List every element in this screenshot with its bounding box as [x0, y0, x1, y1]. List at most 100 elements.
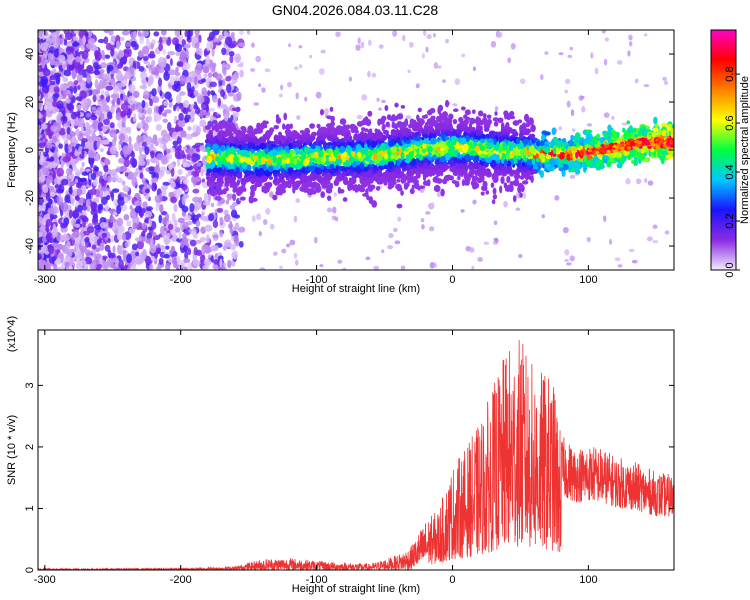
spectrogram-noise-cell: [168, 101, 173, 108]
spectrogram-noise-cell: [281, 248, 287, 254]
spectrogram-noise-cell: [185, 148, 194, 155]
spectrogram-noise-cell: [628, 248, 635, 253]
spectrogram-signal-cell: [477, 110, 484, 117]
spectrogram-noise-cell: [222, 245, 227, 251]
spectrogram-noise-cell: [603, 112, 610, 118]
spectrogram-noise-cell: [469, 247, 475, 253]
spectrogram-noise-cell: [165, 262, 171, 270]
spectrogram-noise-cell: [131, 176, 138, 187]
spectrogram-noise-cell: [229, 220, 233, 231]
spectrogram-noise-cell: [107, 175, 112, 184]
spectrogram-noise-cell: [140, 71, 148, 80]
spectrogram-noise-cell: [381, 99, 386, 103]
spectrogram-noise-cell: [187, 248, 192, 256]
spectrogram-noise-cell: [90, 173, 96, 181]
spectrogram-noise-cell: [170, 245, 176, 253]
spectrogram-noise-cell: [132, 90, 140, 99]
spectrogram-noise-cell: [278, 93, 283, 98]
spectrogram-noise-cell: [224, 36, 233, 46]
spectrogram-noise-cell: [115, 34, 121, 44]
spectrogram-noise-cell: [172, 84, 177, 91]
spectrogram-noise-cell: [151, 60, 156, 67]
spectrogram-noise-cell: [65, 194, 71, 204]
spectrogram-noise-cell: [136, 239, 145, 250]
spectrogram-noise-cell: [65, 112, 72, 117]
spectrogram-noise-cell: [76, 104, 82, 110]
spectrogram-noise-cell: [159, 143, 164, 149]
spectrogram-noise-cell: [158, 43, 164, 52]
spectrogram-noise-cell: [45, 232, 53, 242]
spectrogram-noise-cell: [48, 133, 53, 140]
spectrogram-noise-cell: [86, 207, 91, 212]
spectrogram-noise-cell: [160, 61, 167, 68]
spectrogram-noise-cell: [80, 177, 87, 183]
spectrogram-noise-cell: [315, 91, 322, 99]
spectrogram-noise-cell: [196, 162, 202, 167]
spectrogram-noise-cell: [72, 36, 77, 42]
spectrogram-noise-cell: [162, 134, 171, 143]
spectrogram-noise-cell: [193, 104, 199, 110]
spectrogram-noise-cell: [118, 145, 122, 151]
spectrogram-noise-cell: [85, 43, 94, 48]
spectrogram-noise-cell: [141, 78, 147, 86]
spectrogram-noise-cell: [61, 178, 69, 186]
spectrogram-noise-cell: [614, 257, 621, 262]
spectrogram-noise-cell: [116, 97, 121, 106]
spectrogram-noise-cell: [198, 34, 202, 43]
spectrogram-noise-cell: [361, 94, 368, 101]
spectrogram-noise-cell: [104, 264, 109, 270]
spectrogram-noise-cell: [82, 35, 86, 45]
spectrogram-noise-cell: [67, 81, 75, 87]
spectrogram-noise-cell: [177, 168, 183, 175]
spectrogram-noise-cell: [182, 146, 188, 151]
spectrogram-noise-cell: [199, 144, 206, 152]
spectrogram-noise-cell: [288, 43, 292, 48]
spectrogram-noise-cell: [146, 259, 153, 265]
spectrogram-noise-cell: [79, 90, 87, 100]
spectrogram-noise-cell: [99, 221, 108, 229]
spectrogram-noise-cell: [141, 99, 146, 109]
spectrogram-noise-cell: [145, 238, 151, 244]
spectrogram-noise-cell: [131, 151, 135, 159]
spectrogram-noise-cell: [203, 73, 208, 79]
spectrogram-noise-cell: [125, 41, 131, 47]
spectrogram-noise-cell: [176, 188, 183, 195]
spectrogram-noise-cell: [53, 93, 60, 99]
spectrogram-noise-cell: [66, 240, 71, 250]
spectrogram-noise-cell: [631, 259, 638, 264]
spectrogram-signal-cell: [480, 191, 485, 196]
spectrogram-noise-cell: [99, 112, 105, 122]
spectrogram-noise-cell: [100, 185, 108, 192]
spectrogram-noise-cell: [89, 150, 96, 159]
spectrogram-noise-cell: [425, 211, 431, 215]
spectrogram-noise-cell: [116, 234, 123, 241]
spectrogram-noise-cell: [234, 214, 241, 219]
spectrogram-noise-cell: [132, 222, 138, 230]
spectrogram-noise-cell: [81, 138, 88, 143]
spectrogram-noise-cell: [192, 188, 200, 194]
spectrogram-noise-cell: [159, 104, 165, 112]
spectrogram-noise-cell: [43, 104, 48, 111]
spectrogram-noise-cell: [163, 253, 170, 259]
spectrogram-noise-cell: [119, 249, 123, 256]
spectrogram-noise-cell: [219, 230, 223, 238]
spectrogram-noise-cell: [71, 136, 77, 144]
spectrogram-noise-cell: [71, 41, 80, 47]
spectrogram-noise-cell: [222, 108, 227, 114]
spectrogram-noise-cell: [635, 178, 642, 185]
spectrogram-noise-cell: [96, 170, 103, 177]
spectrogram-noise-cell: [84, 128, 92, 136]
spectrogram-noise-cell: [204, 244, 211, 254]
spectrogram-noise-cell: [289, 239, 296, 246]
spectrogram-noise-cell: [137, 30, 142, 37]
spectrogram-noise-cell: [293, 252, 298, 259]
spectrogram-noise-cell: [124, 71, 132, 79]
spectrogram-noise-cell: [75, 128, 80, 137]
spectrogram-noise-cell: [101, 180, 107, 187]
spectrogram-noise-cell: [196, 95, 205, 104]
spectrogram-noise-cell: [119, 165, 128, 173]
spectrogram-noise-cell: [565, 262, 572, 266]
spectrogram-noise-cell: [221, 47, 227, 56]
spectrogram-noise-cell: [38, 231, 43, 238]
